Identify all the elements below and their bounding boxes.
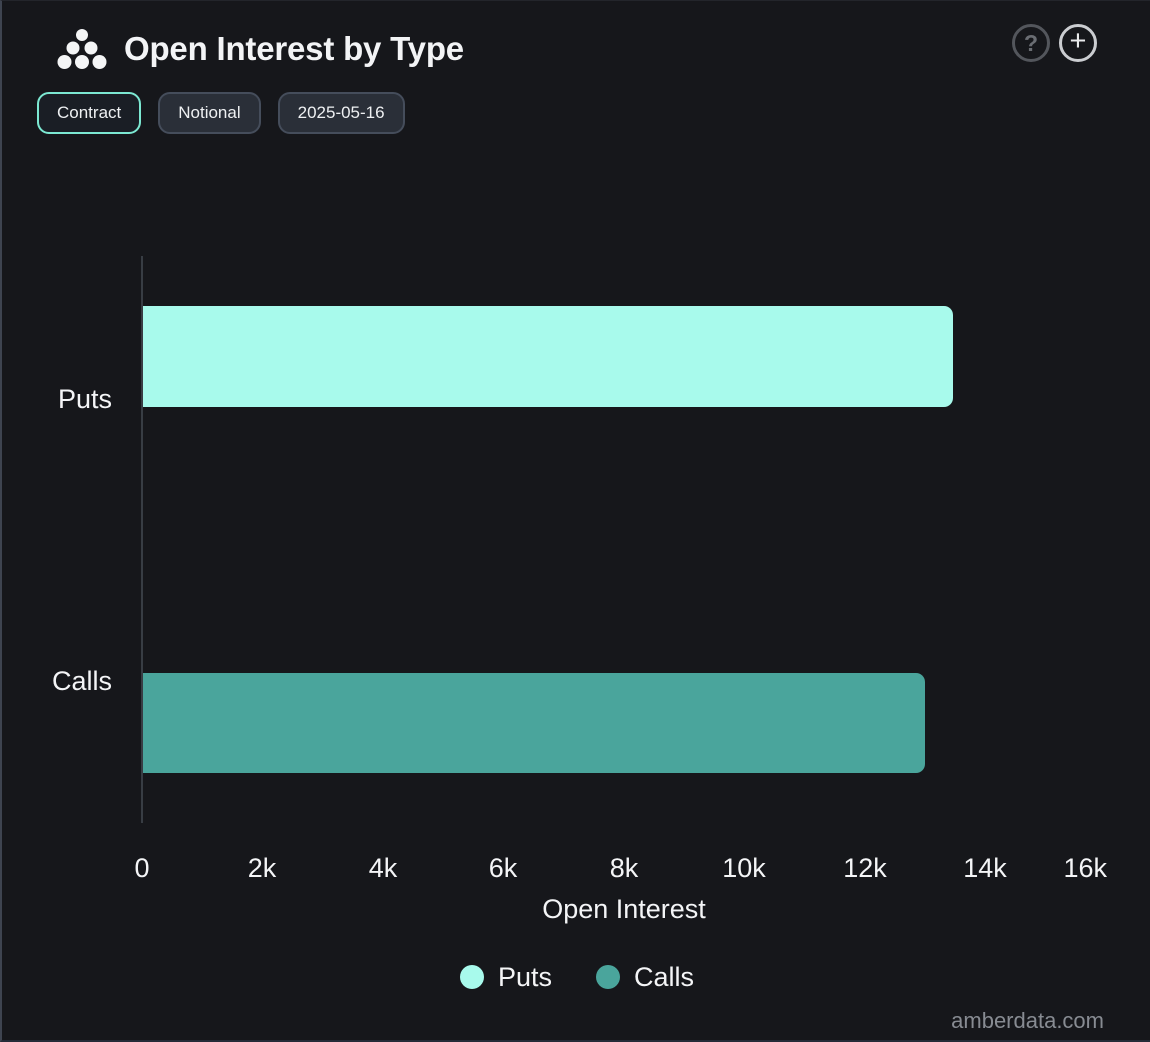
y-label-calls: Calls [51,666,112,696]
x-tick-5: 10k [722,853,766,883]
legend-label-puts: Puts [497,962,552,992]
legend-item-puts[interactable]: Puts [459,962,552,992]
x-tick-6: 12k [843,853,887,883]
x-tick-3: 6k [488,853,518,883]
x-tick-2: 4k [368,853,398,883]
legend-dot-puts [459,965,484,989]
x-tick-0: 0 [134,853,150,883]
bar-calls[interactable] [143,673,925,773]
legend-label-calls: Calls [634,962,695,992]
help-button[interactable]: ? [1012,24,1050,62]
add-button[interactable]: + [1059,24,1097,62]
x-axis-title: Open Interest [542,894,706,924]
legend-dot-calls [596,965,620,989]
filter-contract[interactable]: Contract [37,92,142,134]
plus-icon: + [1069,25,1087,57]
y-axis-line [141,256,143,823]
x-tick-1: 2k [247,853,277,883]
x-tick-4: 8k [609,853,639,883]
bar-puts[interactable] [143,306,953,407]
legend-item-calls[interactable]: Calls [596,962,694,992]
filter-bar: Contract Notional 2025-05-16 [37,92,405,134]
amberdata-watermark: amberdata.com [951,1008,1104,1033]
question-mark-icon: ? [1023,29,1039,56]
filter-notional[interactable]: Notional [158,92,261,134]
cluster-logo-icon [57,29,107,69]
page-title: Open Interest by Type [124,30,464,67]
y-label-puts: Puts [57,384,112,414]
chart-legend: Puts Calls [2,962,1150,992]
x-tick-7: 14k [963,853,1007,883]
filter-date[interactable]: 2025-05-16 [277,92,405,134]
x-tick-8: 16k [1063,853,1107,883]
